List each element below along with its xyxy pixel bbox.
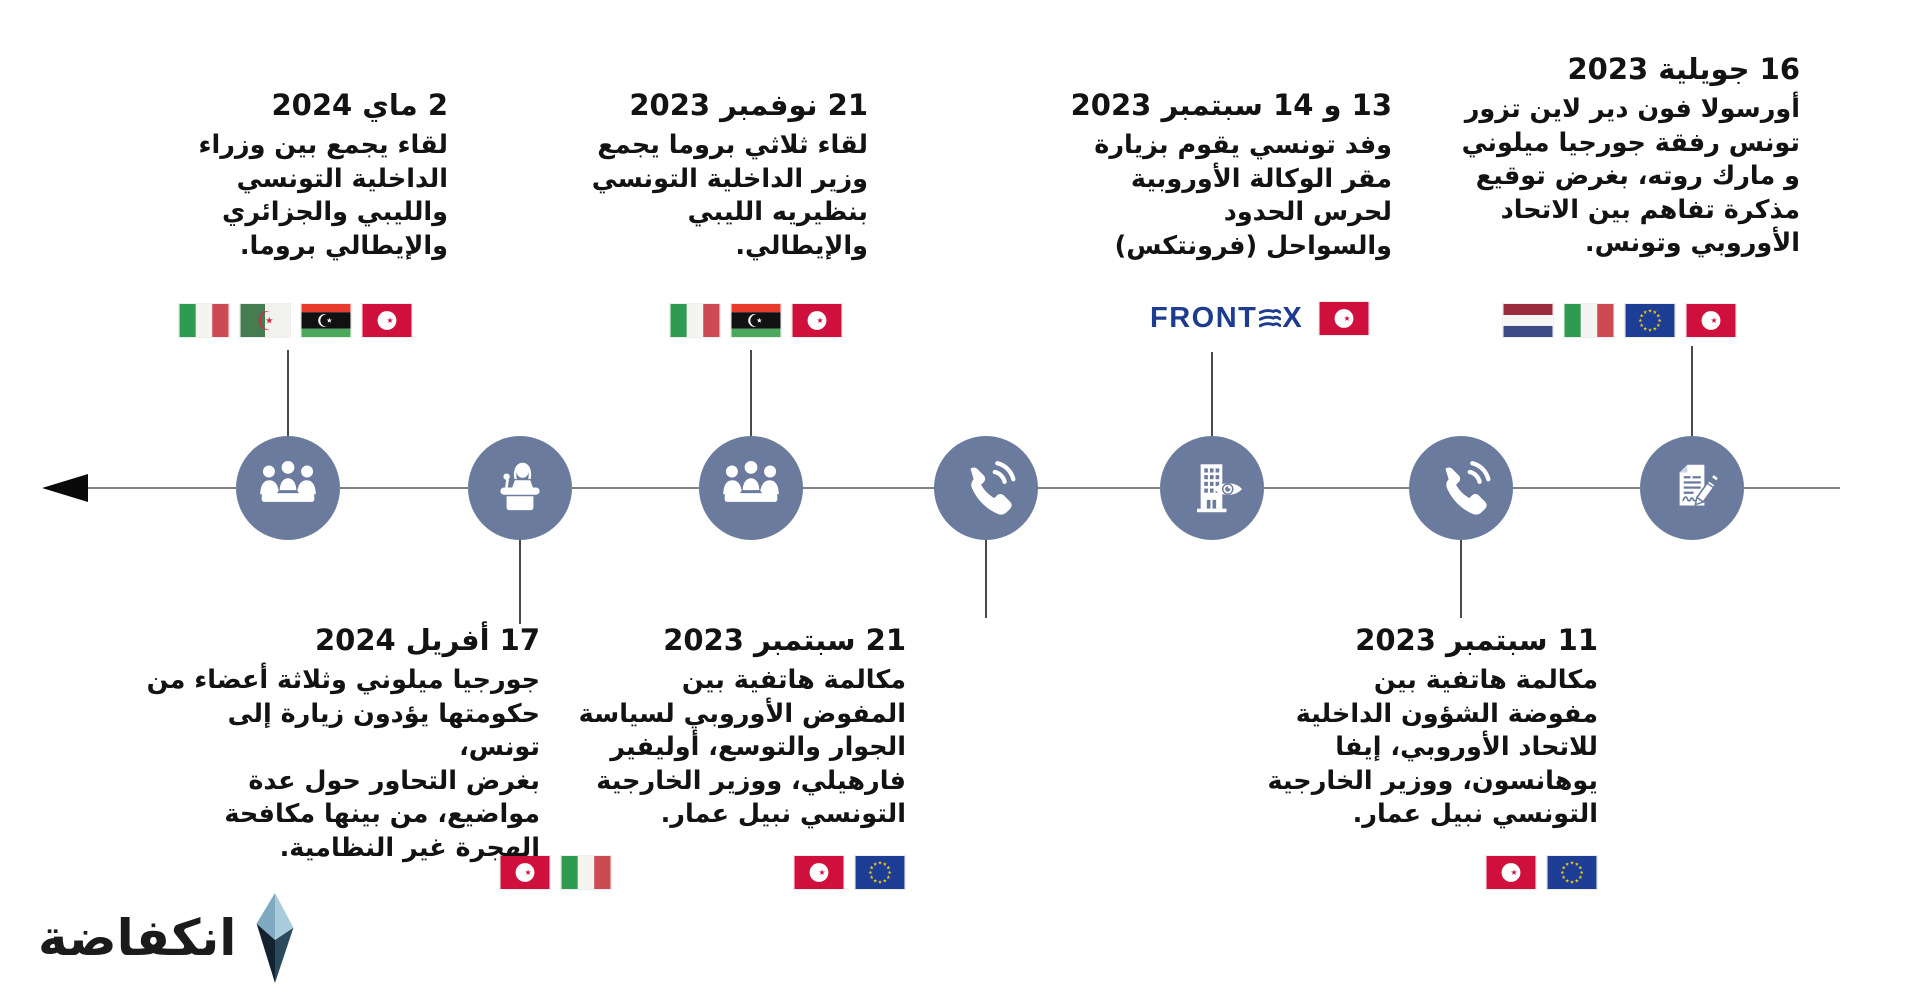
frontex-logo: FRONT X: [1150, 302, 1303, 335]
event-date: 2 ماي 2024: [271, 88, 448, 122]
node-phone-call-icon: [1409, 436, 1513, 540]
flag-algeria-icon: [239, 302, 291, 338]
publisher-logo-text: انكفاضة: [38, 909, 237, 967]
flag-netherlands-icon: [1502, 302, 1554, 338]
frontex-text-front: FRONT: [1150, 301, 1258, 334]
flag-italy-icon: [669, 302, 721, 338]
event-description: وفد تونسي يقوم بزيارة مقر الوكالة الأورو…: [1094, 130, 1392, 261]
flag-tunisia-icon: [1485, 854, 1537, 890]
event-description: أورسولا فون دير لاين تزور تونس رفقة جورج…: [1461, 94, 1800, 258]
event-date: 21 نوفمبر 2023: [629, 88, 868, 122]
event-flags: [669, 302, 843, 338]
frontex-stylized-e-icon: [1259, 309, 1282, 328]
publisher-logo: انكفاضة: [38, 892, 294, 984]
event-flags: [1502, 302, 1737, 338]
event-date: 21 سبتمبر 2023: [663, 623, 906, 657]
event-flags: [793, 854, 906, 890]
flag-eu-icon: [854, 854, 906, 890]
event-block-johansson-call: 11 سبتمبر 2023 مكالمة هاتفية بين مفوضة ا…: [1198, 621, 1598, 832]
frontex-text-x: X: [1282, 301, 1304, 334]
event-description: جورجيا ميلوني وثلاثة أعضاء من حكومتها يؤ…: [146, 665, 540, 863]
event-block-meloni-visit: 17 أفريل 2024 جورجيا ميلوني وثلاثة أعضاء…: [140, 621, 540, 865]
event-flags: FRONT X: [1138, 300, 1371, 336]
flag-italy-icon: [178, 302, 230, 338]
flag-tunisia-icon: [499, 854, 551, 890]
timeline-arrow-left-icon: [42, 474, 88, 502]
node-press-conference-icon: [468, 436, 572, 540]
connector-line: [519, 540, 521, 624]
event-description: لقاء يجمع بين وزراء الداخلية التونسي وال…: [198, 130, 448, 261]
connector-line: [1460, 540, 1462, 618]
event-flags: [178, 302, 413, 338]
flag-italy-icon: [1563, 302, 1615, 338]
event-block-rome-ministers: 2 ماي 2024 لقاء يجمع بين وزراء الداخلية …: [48, 86, 448, 263]
flag-libya-icon: [730, 302, 782, 338]
flag-libya-icon: [300, 302, 352, 338]
event-description: لقاء ثلاثي بروما يجمع وزير الداخلية التو…: [591, 130, 868, 261]
flag-tunisia-icon: [1685, 302, 1737, 338]
node-phone-call-icon: [934, 436, 1038, 540]
connector-line: [985, 540, 987, 618]
connector-line: [1211, 352, 1213, 436]
flag-tunisia-icon: [361, 302, 413, 338]
flag-eu-icon: [1546, 854, 1598, 890]
node-document-signature-icon: [1640, 436, 1744, 540]
event-block-mou-signing: 16 جويلية 2023 أورسولا فون دير لاين تزور…: [1400, 50, 1800, 261]
event-date: 17 أفريل 2024: [314, 623, 540, 657]
event-block-frontex-visit: 13 و 14 سبتمبر 2023 وفد تونسي يقوم بزيار…: [992, 86, 1392, 263]
flag-tunisia-icon: [793, 854, 845, 890]
event-date: 11 سبتمبر 2023: [1355, 623, 1598, 657]
event-date: 13 و 14 سبتمبر 2023: [1070, 88, 1392, 122]
event-block-varhelyi-call: 21 سبتمبر 2023 مكالمة هاتفية بين المفوض …: [506, 621, 906, 832]
event-description: مكالمة هاتفية بين مفوضة الشؤون الداخلية …: [1267, 665, 1598, 829]
event-flags: [499, 854, 612, 890]
connector-line: [1691, 346, 1693, 436]
connector-line: [287, 350, 289, 436]
node-meeting-icon: [699, 436, 803, 540]
event-flags: [1485, 854, 1598, 890]
event-block-rome-trilateral: 21 نوفمبر 2023 لقاء ثلاثي بروما يجمع وزي…: [468, 86, 868, 263]
flag-italy-icon: [560, 854, 612, 890]
event-date: 16 جويلية 2023: [1567, 52, 1800, 86]
publisher-gem-icon: [256, 893, 294, 983]
connector-line: [750, 350, 752, 436]
flag-tunisia-icon: [791, 302, 843, 338]
flag-tunisia-icon: [1318, 300, 1371, 336]
event-description: مكالمة هاتفية بين المفوض الأوروبي لسياسة…: [578, 665, 906, 829]
flag-eu-icon: [1624, 302, 1676, 338]
node-meeting-icon: [236, 436, 340, 540]
node-building-inspection-icon: [1160, 436, 1264, 540]
